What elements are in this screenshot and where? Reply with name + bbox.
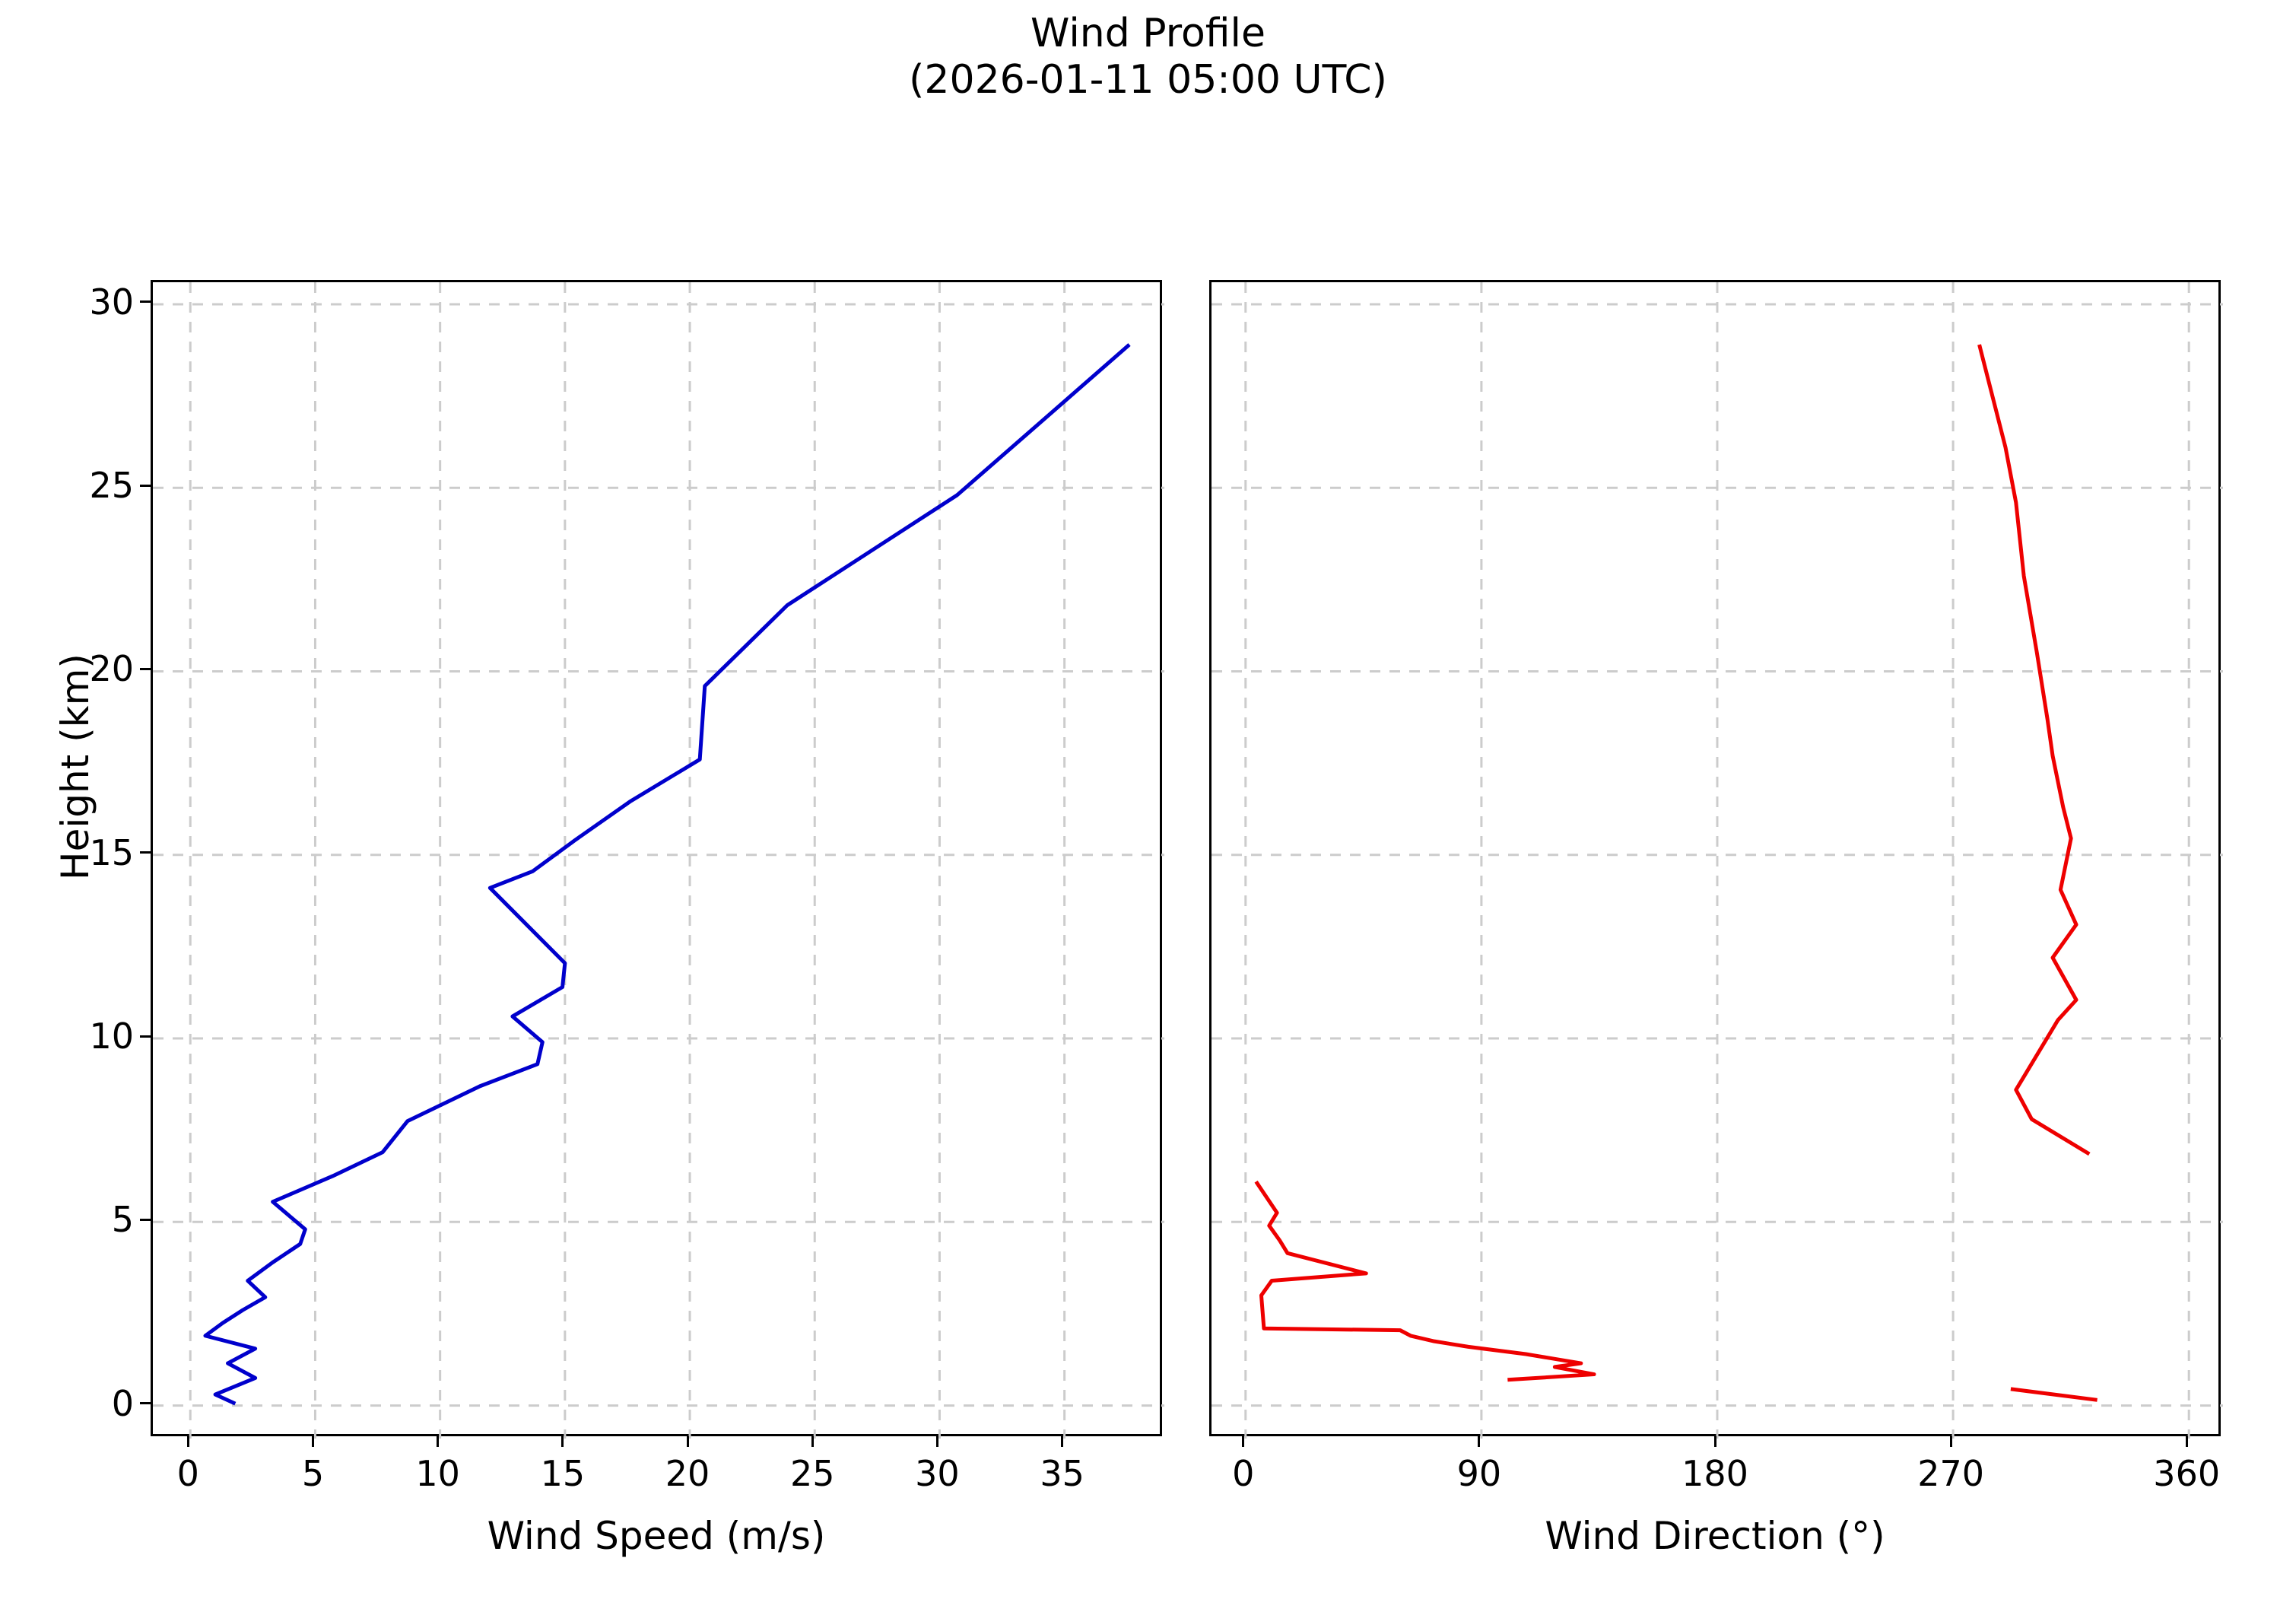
x-tick-mark [2185,1436,2188,1447]
x-tick-label: 0 [176,1453,199,1494]
data-series-line [2010,1387,2098,1402]
y-tick-label: 10 [89,1016,134,1057]
wind-speed-chart-canvas [153,282,1164,1439]
y-tick-label: 0 [111,1382,134,1424]
x-tick-mark [1949,1436,1952,1447]
wind-direction-plot-area [1209,280,2223,1439]
y-tick-mark [140,851,151,854]
data-series-line [1254,1180,1596,1382]
x-tick-mark [1713,1436,1716,1447]
x-tick-label: 180 [1682,1453,1748,1494]
x-tick-mark [561,1436,564,1447]
x-tick-mark [811,1436,814,1447]
y-tick-mark [140,667,151,670]
data-series-line [1977,344,2091,1156]
x-tick-label: 35 [1040,1453,1084,1494]
wind-direction-axis-label: Wind Direction (°) [1545,1514,1885,1558]
wind-speed-panel: 0 5 10 15 20 25 30 0 5 10 15 20 25 30 35 Wind Speed (… [53,280,1164,1558]
x-tick-mark [1478,1436,1481,1447]
y-tick-mark [140,1402,151,1405]
x-tick-label: 360 [2153,1453,2221,1494]
x-tick-mark [186,1436,189,1447]
x-tick-mark [686,1436,689,1447]
y-tick-label: 15 [89,831,134,873]
x-tick-label: 0 [1232,1453,1255,1494]
wind-direction-chart-canvas [1212,282,2223,1439]
figure-title: Wind Profile (2026-01-11 05:00 UTC) [909,11,1387,103]
x-tick-mark [1061,1436,1064,1447]
y-tick-label: 20 [89,648,134,690]
x-tick-label: 20 [665,1453,710,1494]
x-tick-label: 10 [415,1453,460,1494]
wind-speed-plot-area [151,280,1164,1439]
y-tick-mark [140,484,151,487]
x-tick-mark [437,1436,440,1447]
x-tick-mark [935,1436,938,1447]
x-tick-label: 25 [789,1453,835,1494]
x-tick-label: 15 [540,1453,586,1494]
wind-speed-axis-label: Wind Speed (m/s) [487,1514,826,1558]
x-tick-label: 270 [1917,1453,1984,1494]
y-tick-label: 25 [89,465,134,507]
y-tick-mark [140,1218,151,1221]
x-tick-label: 5 [301,1453,325,1494]
data-series-line [203,343,1131,1406]
y-tick-mark [140,300,151,304]
x-tick-label: 90 [1456,1453,1502,1494]
y-tick-label: 5 [111,1199,134,1241]
y-tick-label: 30 [89,281,134,323]
x-tick-label: 30 [915,1453,960,1494]
y-tick-mark [140,1035,151,1038]
x-tick-mark [311,1436,314,1447]
x-tick-mark [1242,1436,1245,1447]
